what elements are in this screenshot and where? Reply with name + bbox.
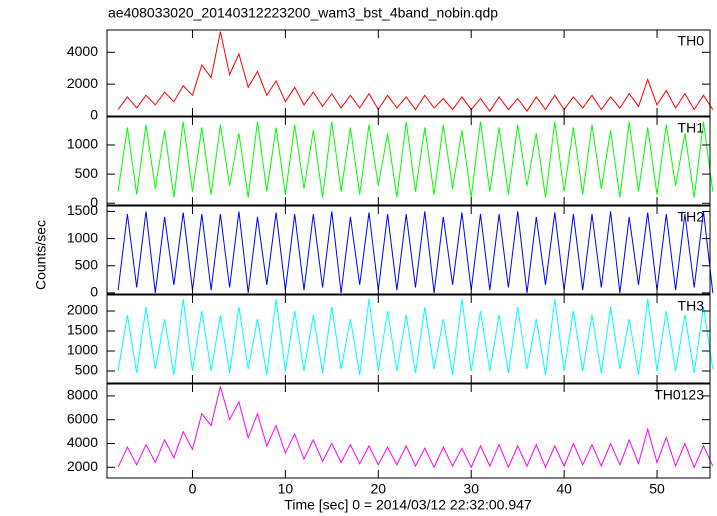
x-tick-label: 50	[649, 481, 665, 497]
data-line	[117, 386, 714, 469]
panel-frame	[106, 294, 711, 384]
y-tick-label: 1500	[67, 202, 98, 218]
y-tick-label: 0	[90, 284, 98, 300]
panel-frame	[106, 383, 711, 479]
y-tick-label: 2000	[67, 302, 98, 318]
y-tick-label: 500	[75, 165, 99, 181]
y-tick-label: 6000	[67, 410, 98, 426]
y-tick-label: 8000	[67, 387, 98, 403]
panel-frame	[106, 205, 711, 295]
x-tick-label: 10	[278, 481, 294, 497]
y-tick-label: 1500	[67, 322, 98, 338]
y-axis-label: Counts/sec	[33, 220, 49, 290]
series-label: TH1	[678, 120, 705, 136]
y-tick-label: 500	[75, 362, 99, 378]
x-tick-label: 30	[463, 481, 479, 497]
y-tick-label: 1000	[67, 229, 98, 245]
panel-frame	[106, 29, 711, 117]
y-tick-label: 4000	[67, 434, 98, 450]
panel-frame	[106, 116, 711, 206]
y-tick-label: 0	[90, 194, 98, 210]
y-tick-label: 500	[75, 256, 99, 272]
data-line	[117, 31, 714, 113]
data-line	[117, 298, 714, 376]
data-line	[117, 121, 714, 198]
y-tick-label: 2000	[67, 75, 98, 91]
x-tick-label: 20	[371, 481, 387, 497]
x-tick-label: 0	[189, 481, 197, 497]
y-tick-label: 2000	[67, 458, 98, 474]
chart-title: ae408033020_20140312223200_wam3_bst_4ban…	[108, 5, 498, 21]
series-label: TH0	[678, 33, 705, 49]
x-axis-label: Time [sec] 0 = 2014/03/12 22:32:00.947	[284, 497, 532, 513]
series-label: TH3	[678, 298, 705, 314]
y-tick-label: 1000	[67, 342, 98, 358]
y-tick-label: 4000	[67, 43, 98, 59]
y-tick-label: 1000	[67, 136, 98, 152]
x-tick-label: 40	[556, 481, 572, 497]
series-label: TH0123	[654, 387, 704, 403]
series-label: TH2	[678, 209, 705, 225]
y-tick-label: 0	[90, 107, 98, 123]
data-line	[117, 211, 714, 293]
